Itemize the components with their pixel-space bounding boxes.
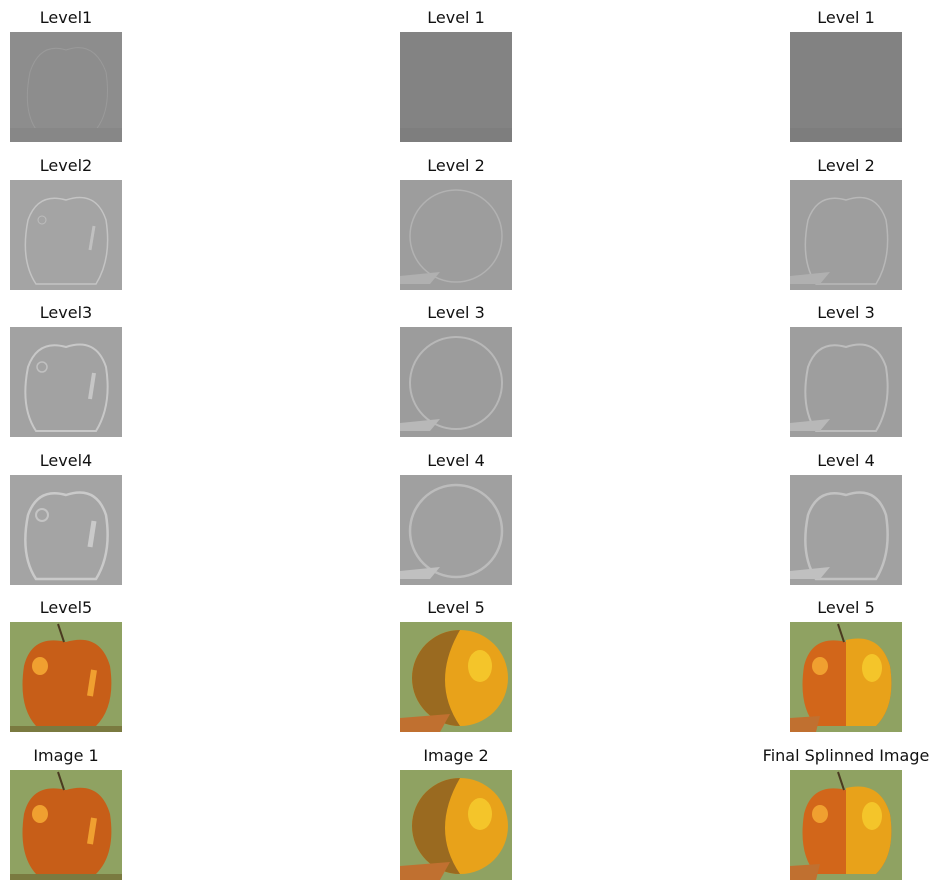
panel-title: Level 5 — [427, 598, 485, 617]
laplacian-image — [400, 475, 512, 585]
blended-image — [790, 622, 902, 732]
panel-title: Level 1 — [817, 8, 875, 27]
laplacian-image — [10, 475, 122, 585]
panel-title: Level1 — [39, 8, 93, 27]
laplacian-image — [790, 475, 902, 585]
blended-image — [790, 770, 902, 880]
panel-title: Level 4 — [817, 451, 875, 470]
panel-title: Level5 — [39, 598, 93, 617]
panel-title: Level3 — [39, 303, 93, 322]
laplacian-image — [10, 180, 122, 290]
laplacian-image — [400, 32, 512, 142]
laplacian-image — [10, 32, 122, 142]
panel-title: Level 4 — [427, 451, 485, 470]
laplacian-image — [400, 180, 512, 290]
panel-title: Final Splinned Image — [762, 746, 930, 765]
laplacian-image — [10, 327, 122, 437]
apple-image — [10, 622, 122, 732]
laplacian-image — [400, 327, 512, 437]
panel-title: Level 5 — [817, 598, 875, 617]
apple-image — [10, 770, 122, 880]
panel-title: Image 1 — [33, 746, 99, 765]
laplacian-image — [790, 180, 902, 290]
laplacian-image — [790, 327, 902, 437]
panel-title: Level 1 — [427, 8, 485, 27]
panel-title: Level4 — [39, 451, 93, 470]
panel-title: Level 2 — [427, 156, 485, 175]
panel-title: Level 3 — [817, 303, 875, 322]
orange-image — [400, 622, 512, 732]
panel-title: Level2 — [39, 156, 93, 175]
orange-image — [400, 770, 512, 880]
panel-title: Image 2 — [423, 746, 489, 765]
panel-title: Level 2 — [817, 156, 875, 175]
laplacian-image — [790, 32, 902, 142]
panel-title: Level 3 — [427, 303, 485, 322]
